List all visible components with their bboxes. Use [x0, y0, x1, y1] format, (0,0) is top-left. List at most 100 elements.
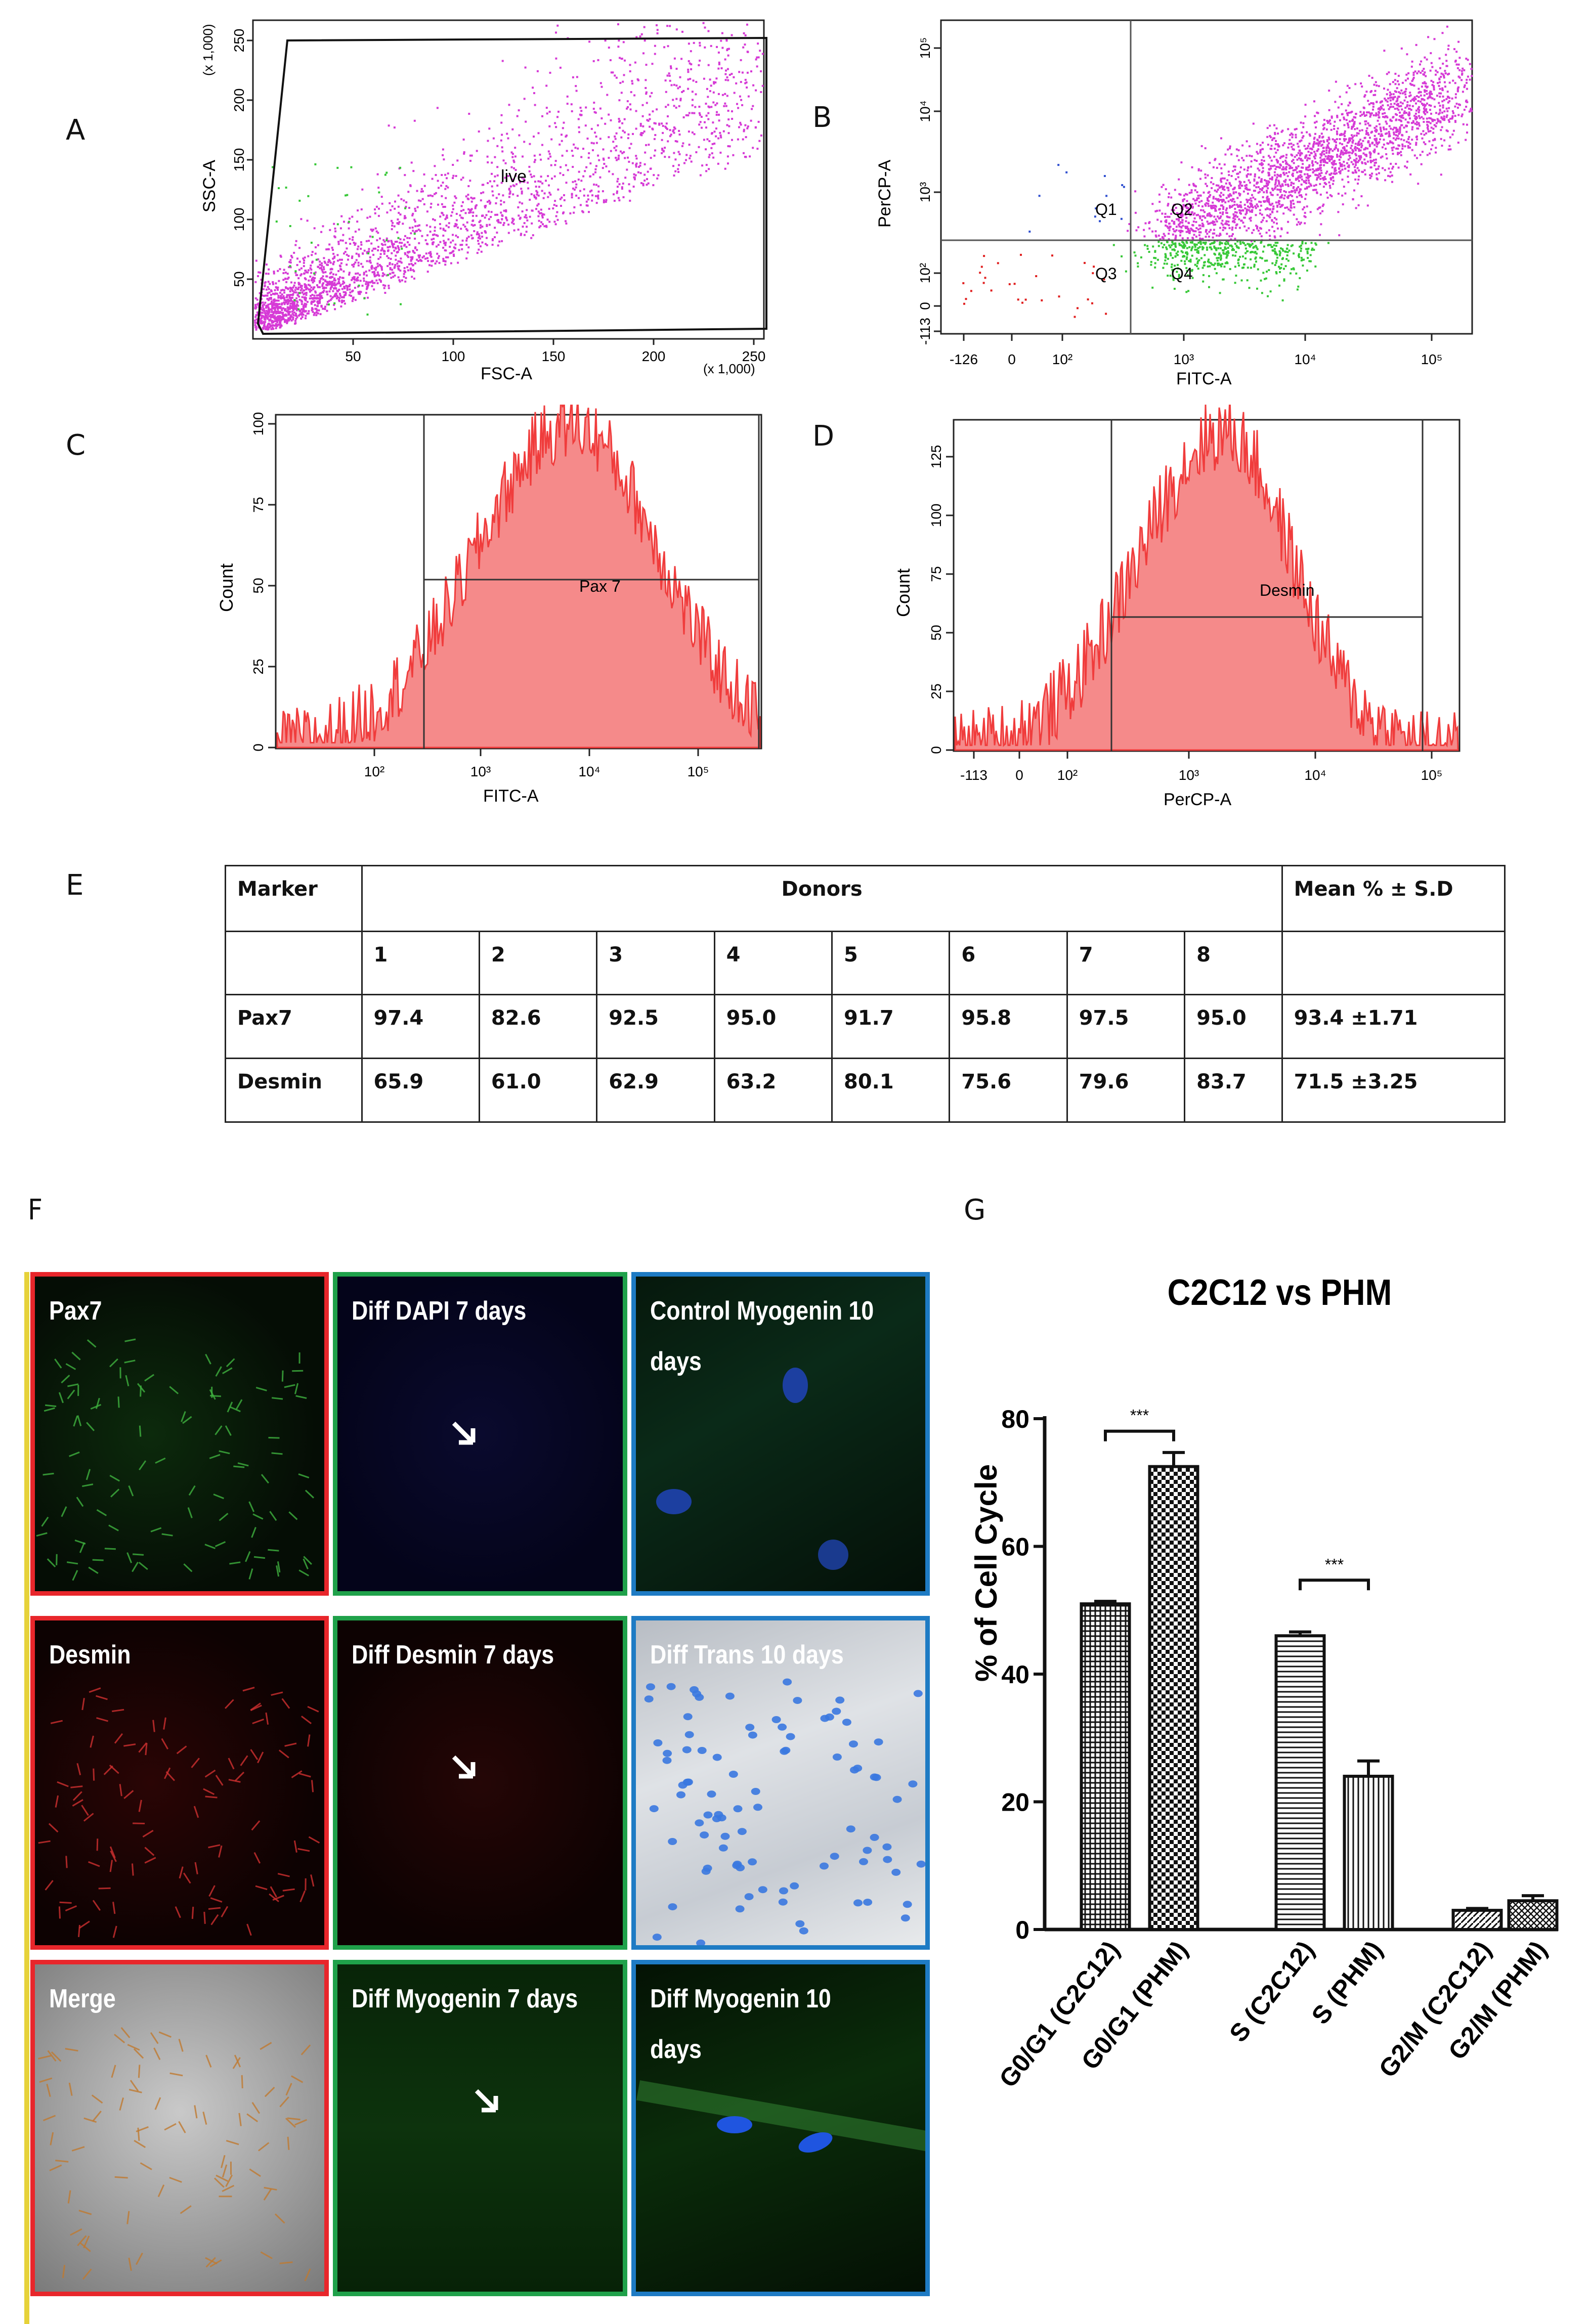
nucleus-mark: [663, 1750, 672, 1757]
cell-mark: [227, 1359, 235, 1367]
cell-mark: [44, 1408, 55, 1411]
cell-mark: [115, 1734, 122, 1743]
table-cell: 83.7: [1185, 1059, 1282, 1122]
panel-a-yscale: (x 1,000): [200, 24, 216, 76]
panel-b-q4: Q4: [1171, 265, 1193, 283]
cell-mark: [169, 1387, 178, 1394]
myotube-shape: [636, 2080, 930, 2152]
cell-mark: [311, 1874, 314, 1886]
table-cell: 97.5: [1067, 995, 1184, 1059]
nucleus-mark: [653, 1934, 662, 1941]
panel-label-c: C: [66, 429, 85, 462]
tick-label: 150: [231, 148, 247, 172]
panel-d-ylabel: Count: [893, 568, 914, 617]
cell-mark: [288, 2137, 289, 2150]
row-mean: 71.5 ±3.25: [1282, 1059, 1505, 1122]
cell-mark: [69, 1452, 80, 1456]
cell-mark: [77, 1497, 83, 1506]
tick-label: 75: [250, 497, 266, 512]
donor-id: 8: [1185, 932, 1282, 995]
cell-mark: [216, 1367, 222, 1376]
cell-mark: [121, 2028, 130, 2038]
cell-mark: [312, 1780, 313, 1792]
nucleus-mark: [729, 1771, 738, 1778]
nucleus-mark: [748, 1732, 757, 1739]
tick-label: 100: [231, 208, 247, 232]
cell-mark: [291, 2076, 303, 2083]
cell-mark: [83, 2269, 92, 2279]
cell-mark: [141, 2163, 152, 2170]
cell-mark: [136, 2253, 142, 2265]
cell-mark: [112, 1709, 124, 1711]
row-mean: 93.4 ±1.71: [1282, 995, 1505, 1059]
nucleus-mark: [863, 1899, 872, 1906]
nucleus-mark: [712, 1815, 721, 1822]
donor-id: 2: [479, 932, 596, 995]
nucleus-mark: [668, 1838, 677, 1845]
cell-mark: [129, 2090, 142, 2093]
nucleus-mark: [874, 1738, 883, 1745]
cell-mark: [270, 1511, 277, 1520]
cell-mark: [164, 1718, 166, 1730]
tick-label: 10⁵: [688, 764, 709, 779]
cell-mark: [72, 1800, 83, 1806]
cell-mark: [208, 1908, 221, 1909]
cell-mark: [93, 2111, 101, 2121]
cell-mark: [226, 1426, 231, 1435]
nucleus-mark: [872, 1774, 881, 1781]
cell-mark: [235, 1772, 244, 1781]
nucleus-mark: [786, 1733, 795, 1740]
table-cell: 97.4: [362, 995, 479, 1059]
nucleus-mark: [863, 1847, 872, 1854]
bar: [1150, 1467, 1198, 1930]
y-tick-label: 80: [1001, 1405, 1029, 1433]
cell-mark: [66, 1856, 67, 1868]
bar: [1276, 1636, 1324, 1930]
cell-mark: [229, 1758, 234, 1769]
significance-bracket: [1300, 1580, 1368, 1590]
cell-mark: [132, 1562, 138, 1572]
nucleus-mark: [748, 1858, 757, 1865]
micrograph-label: Desmin: [49, 1630, 131, 1680]
cell-mark: [257, 1752, 263, 1763]
nucleus-mark: [891, 1869, 900, 1876]
cell-mark: [169, 2178, 182, 2182]
donor-id: 1: [362, 932, 479, 995]
cell-mark: [67, 1562, 78, 1564]
panel-d-xlabel: PerCP-A: [1164, 790, 1231, 809]
cell-mark: [239, 2113, 241, 2126]
cell-mark: [46, 1880, 53, 1890]
tick-label: 10⁵: [1421, 767, 1443, 783]
nucleus-mark: [901, 1914, 910, 1921]
arrow-icon: [449, 1752, 479, 1782]
donor-id: 3: [597, 932, 714, 995]
cell-mark: [155, 1458, 165, 1463]
nucleus-mark: [690, 1686, 699, 1693]
tick-label: 10⁴: [578, 764, 600, 779]
cell-mark: [308, 1735, 310, 1747]
cell-mark: [176, 1907, 181, 1918]
cell-mark: [96, 1696, 108, 1699]
cell-mark: [82, 1698, 84, 1710]
cell-mark: [264, 2189, 271, 2200]
cell-mark: [110, 1765, 119, 1773]
donor-table: Marker Donors Mean % ± S.D 1 2 3 4 5 6 7…: [225, 865, 1506, 1123]
cell-mark: [226, 2140, 239, 2144]
cell-mark: [68, 2190, 70, 2204]
nucleus-mark: [820, 1863, 829, 1870]
cell-mark: [300, 1891, 305, 1902]
donor-id: 6: [950, 932, 1067, 995]
cell-mark: [139, 1461, 146, 1470]
micrograph-label: Diff Myogenin 7 days: [352, 1974, 578, 2024]
cell-mark: [89, 1567, 98, 1573]
cell-mark: [211, 1915, 219, 1925]
panel-label-e: E: [66, 869, 83, 902]
nucleus-mark: [695, 1694, 704, 1701]
table-cell: 82.6: [479, 995, 596, 1059]
cell-mark: [77, 1763, 80, 1775]
cell-mark: [97, 1838, 98, 1851]
cell-mark: [302, 2045, 310, 2054]
nucleus-mark: [842, 1719, 851, 1726]
